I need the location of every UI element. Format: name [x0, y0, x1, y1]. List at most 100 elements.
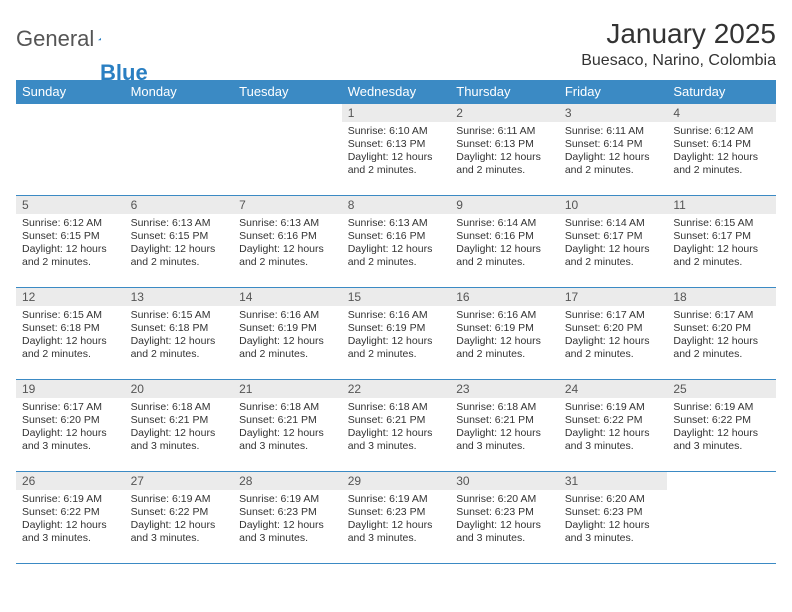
day-number: 14 — [233, 288, 342, 306]
day-data-line: Sunrise: 6:19 AM — [239, 493, 336, 506]
day-data: Sunrise: 6:17 AMSunset: 6:20 PMDaylight:… — [667, 306, 776, 367]
calendar-day-cell: 14Sunrise: 6:16 AMSunset: 6:19 PMDayligh… — [233, 288, 342, 380]
day-number: 19 — [16, 380, 125, 398]
calendar-day-cell: 13Sunrise: 6:15 AMSunset: 6:18 PMDayligh… — [125, 288, 234, 380]
day-data: Sunrise: 6:16 AMSunset: 6:19 PMDaylight:… — [233, 306, 342, 367]
day-data-line: Daylight: 12 hours — [348, 151, 445, 164]
day-number: 27 — [125, 472, 234, 490]
day-data: Sunrise: 6:17 AMSunset: 6:20 PMDaylight:… — [16, 398, 125, 459]
day-data: Sunrise: 6:10 AMSunset: 6:13 PMDaylight:… — [342, 122, 451, 183]
day-data-line: Sunrise: 6:15 AM — [131, 309, 228, 322]
day-data-line: Sunrise: 6:16 AM — [348, 309, 445, 322]
day-data-line: Daylight: 12 hours — [565, 151, 662, 164]
calendar-week-row: 5Sunrise: 6:12 AMSunset: 6:15 PMDaylight… — [16, 196, 776, 288]
day-data-line: Sunrise: 6:18 AM — [348, 401, 445, 414]
day-data: Sunrise: 6:20 AMSunset: 6:23 PMDaylight:… — [450, 490, 559, 551]
day-data-line: Sunset: 6:20 PM — [673, 322, 770, 335]
day-data-line: Daylight: 12 hours — [673, 243, 770, 256]
day-data: Sunrise: 6:13 AMSunset: 6:16 PMDaylight:… — [233, 214, 342, 275]
calendar-day-cell: 17Sunrise: 6:17 AMSunset: 6:20 PMDayligh… — [559, 288, 668, 380]
day-data: Sunrise: 6:15 AMSunset: 6:18 PMDaylight:… — [16, 306, 125, 367]
weekday-header: Saturday — [667, 80, 776, 104]
day-data-line: Daylight: 12 hours — [565, 335, 662, 348]
day-data-line: Sunrise: 6:12 AM — [22, 217, 119, 230]
day-data-line: Sunset: 6:18 PM — [22, 322, 119, 335]
day-number: 30 — [450, 472, 559, 490]
day-data: Sunrise: 6:11 AMSunset: 6:13 PMDaylight:… — [450, 122, 559, 183]
day-data: Sunrise: 6:15 AMSunset: 6:18 PMDaylight:… — [125, 306, 234, 367]
day-data-line: Sunrise: 6:11 AM — [565, 125, 662, 138]
day-number: 16 — [450, 288, 559, 306]
day-data-line: Sunrise: 6:14 AM — [565, 217, 662, 230]
calendar-day-cell — [667, 472, 776, 564]
day-data: Sunrise: 6:18 AMSunset: 6:21 PMDaylight:… — [342, 398, 451, 459]
day-data-line: Sunrise: 6:10 AM — [348, 125, 445, 138]
day-data-line: and 2 minutes. — [348, 164, 445, 177]
day-data-line: and 2 minutes. — [239, 256, 336, 269]
day-data-line: and 3 minutes. — [673, 440, 770, 453]
calendar-day-cell: 22Sunrise: 6:18 AMSunset: 6:21 PMDayligh… — [342, 380, 451, 472]
day-data-line: and 3 minutes. — [239, 532, 336, 545]
day-data-line: Sunrise: 6:19 AM — [565, 401, 662, 414]
day-data-line: and 2 minutes. — [348, 348, 445, 361]
day-data: Sunrise: 6:18 AMSunset: 6:21 PMDaylight:… — [233, 398, 342, 459]
calendar-day-cell: 29Sunrise: 6:19 AMSunset: 6:23 PMDayligh… — [342, 472, 451, 564]
calendar-day-cell — [16, 104, 125, 196]
day-data-line: and 2 minutes. — [456, 348, 553, 361]
calendar-day-cell: 4Sunrise: 6:12 AMSunset: 6:14 PMDaylight… — [667, 104, 776, 196]
calendar-day-cell: 27Sunrise: 6:19 AMSunset: 6:22 PMDayligh… — [125, 472, 234, 564]
day-data-line: Daylight: 12 hours — [239, 243, 336, 256]
day-data: Sunrise: 6:12 AMSunset: 6:14 PMDaylight:… — [667, 122, 776, 183]
day-data-line: Sunset: 6:23 PM — [239, 506, 336, 519]
day-data-line: and 2 minutes. — [22, 348, 119, 361]
calendar-week-row: 26Sunrise: 6:19 AMSunset: 6:22 PMDayligh… — [16, 472, 776, 564]
day-number: 15 — [342, 288, 451, 306]
day-data-line: and 2 minutes. — [673, 164, 770, 177]
day-data-line: Sunset: 6:16 PM — [348, 230, 445, 243]
day-data-line: Daylight: 12 hours — [456, 519, 553, 532]
calendar-day-cell: 21Sunrise: 6:18 AMSunset: 6:21 PMDayligh… — [233, 380, 342, 472]
calendar-day-cell: 9Sunrise: 6:14 AMSunset: 6:16 PMDaylight… — [450, 196, 559, 288]
day-data-line: Daylight: 12 hours — [22, 427, 119, 440]
day-number: 2 — [450, 104, 559, 122]
day-data: Sunrise: 6:17 AMSunset: 6:20 PMDaylight:… — [559, 306, 668, 367]
calendar-day-cell: 12Sunrise: 6:15 AMSunset: 6:18 PMDayligh… — [16, 288, 125, 380]
weekday-header: Tuesday — [233, 80, 342, 104]
day-data-line: Sunset: 6:21 PM — [239, 414, 336, 427]
day-data-line: Sunrise: 6:19 AM — [22, 493, 119, 506]
day-data-line: and 3 minutes. — [348, 440, 445, 453]
day-number: 9 — [450, 196, 559, 214]
day-data-line: Sunrise: 6:13 AM — [131, 217, 228, 230]
day-data: Sunrise: 6:13 AMSunset: 6:16 PMDaylight:… — [342, 214, 451, 275]
weekday-header: Wednesday — [342, 80, 451, 104]
day-data-line: Daylight: 12 hours — [131, 335, 228, 348]
calendar-day-cell: 23Sunrise: 6:18 AMSunset: 6:21 PMDayligh… — [450, 380, 559, 472]
day-data-line: Daylight: 12 hours — [239, 519, 336, 532]
day-data-line: Sunrise: 6:11 AM — [456, 125, 553, 138]
day-number: 23 — [450, 380, 559, 398]
day-data: Sunrise: 6:19 AMSunset: 6:23 PMDaylight:… — [342, 490, 451, 551]
logo-text-blue: Blue — [100, 60, 148, 86]
day-number: 21 — [233, 380, 342, 398]
day-data-line: Sunset: 6:16 PM — [456, 230, 553, 243]
day-data-line: Sunrise: 6:20 AM — [565, 493, 662, 506]
day-number: 13 — [125, 288, 234, 306]
day-data-line: Sunrise: 6:13 AM — [239, 217, 336, 230]
day-data-line: Daylight: 12 hours — [131, 427, 228, 440]
calendar-day-cell — [233, 104, 342, 196]
calendar-day-cell: 18Sunrise: 6:17 AMSunset: 6:20 PMDayligh… — [667, 288, 776, 380]
day-data-line: Sunrise: 6:16 AM — [239, 309, 336, 322]
day-data-line: Daylight: 12 hours — [348, 427, 445, 440]
calendar-day-cell: 31Sunrise: 6:20 AMSunset: 6:23 PMDayligh… — [559, 472, 668, 564]
day-number: 1 — [342, 104, 451, 122]
day-number: 31 — [559, 472, 668, 490]
day-data-line: Sunrise: 6:19 AM — [673, 401, 770, 414]
day-data-line: Sunset: 6:20 PM — [565, 322, 662, 335]
day-data: Sunrise: 6:19 AMSunset: 6:22 PMDaylight:… — [125, 490, 234, 551]
day-number: 3 — [559, 104, 668, 122]
day-number: 25 — [667, 380, 776, 398]
day-data-line: and 2 minutes. — [239, 348, 336, 361]
calendar-day-cell: 30Sunrise: 6:20 AMSunset: 6:23 PMDayligh… — [450, 472, 559, 564]
day-data-line: Sunset: 6:16 PM — [239, 230, 336, 243]
calendar-day-cell: 5Sunrise: 6:12 AMSunset: 6:15 PMDaylight… — [16, 196, 125, 288]
